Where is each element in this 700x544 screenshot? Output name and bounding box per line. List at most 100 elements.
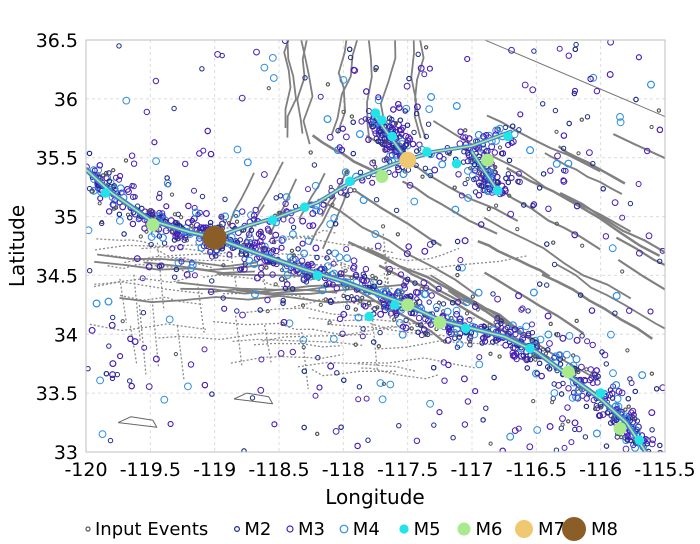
event-marker <box>299 217 307 225</box>
event-marker <box>106 170 112 176</box>
event-marker <box>566 419 571 424</box>
event-marker <box>533 426 542 434</box>
event-marker <box>91 167 98 174</box>
event-marker <box>177 243 184 251</box>
m5-event-marker <box>503 131 513 142</box>
event-marker <box>318 265 325 272</box>
event-marker <box>357 169 364 176</box>
event-marker <box>172 212 177 217</box>
event-marker <box>334 370 340 376</box>
event-marker <box>145 263 153 271</box>
event-marker <box>649 124 654 130</box>
event-marker <box>465 176 470 182</box>
event-marker <box>584 338 591 345</box>
event-marker <box>352 188 357 193</box>
event-marker <box>410 197 419 206</box>
x-tick-label: -120 <box>64 459 107 481</box>
event-marker <box>579 387 584 392</box>
event-marker <box>298 257 306 265</box>
event-marker <box>332 221 339 227</box>
event-marker <box>589 341 596 349</box>
event-marker <box>445 361 452 369</box>
event-marker <box>196 150 203 157</box>
event-marker <box>396 288 405 297</box>
event-marker <box>340 311 348 318</box>
event-marker <box>547 167 554 174</box>
event-marker <box>392 317 397 322</box>
event-marker <box>551 381 557 387</box>
event-marker <box>345 295 351 301</box>
event-marker <box>109 371 116 379</box>
event-marker <box>390 106 397 113</box>
fault-line <box>143 261 305 272</box>
fault-line <box>366 247 468 307</box>
m6-event-marker <box>613 422 627 435</box>
event-marker <box>395 232 400 237</box>
x-tick-label: -115.5 <box>634 459 695 481</box>
event-marker <box>336 177 344 185</box>
event-marker <box>532 354 537 359</box>
event-marker <box>536 335 545 344</box>
event-marker <box>571 419 579 427</box>
event-marker <box>492 126 501 135</box>
event-marker <box>284 281 291 288</box>
event-marker <box>195 211 201 218</box>
event-marker <box>554 152 561 160</box>
y-tick-label: 33.5 <box>36 383 78 405</box>
event-marker <box>426 65 433 72</box>
event-marker <box>494 203 499 208</box>
fault-line <box>300 40 314 145</box>
x-tick-label: -117 <box>450 459 493 481</box>
event-marker <box>502 341 510 349</box>
event-marker <box>511 352 518 360</box>
event-marker <box>593 429 601 438</box>
event-marker <box>413 437 421 444</box>
event-marker <box>351 67 359 74</box>
event-marker <box>508 174 515 181</box>
fault-line <box>286 40 297 138</box>
event-marker <box>109 201 117 208</box>
event-marker <box>171 105 177 112</box>
event-marker <box>556 45 563 52</box>
event-marker <box>247 211 255 220</box>
event-marker <box>461 421 469 428</box>
event-marker <box>647 80 655 89</box>
event-marker <box>564 404 571 411</box>
event-marker <box>375 138 381 145</box>
plot-frame <box>85 39 666 453</box>
event-marker <box>404 122 411 128</box>
x-tick-label: -118.5 <box>248 459 309 481</box>
event-marker <box>301 345 306 350</box>
event-marker <box>511 326 519 333</box>
fault-line <box>383 247 460 262</box>
event-marker <box>551 352 560 361</box>
event-marker <box>384 140 389 145</box>
event-marker <box>582 434 589 440</box>
fault-line <box>216 273 378 281</box>
event-marker <box>478 221 485 228</box>
event-marker <box>386 265 394 273</box>
event-marker <box>302 75 308 81</box>
event-marker <box>127 335 134 342</box>
fault-line <box>95 243 220 251</box>
event-marker <box>599 404 604 409</box>
event-marker <box>185 219 192 227</box>
event-marker <box>635 423 642 431</box>
event-marker <box>169 245 176 252</box>
fault-line <box>612 133 665 160</box>
event-marker <box>289 248 295 253</box>
event-marker <box>358 299 363 304</box>
event-marker <box>335 253 344 262</box>
event-marker <box>480 334 488 342</box>
event-marker <box>452 102 461 110</box>
event-marker <box>552 160 561 168</box>
event-marker <box>402 324 410 332</box>
event-marker <box>311 181 320 190</box>
event-marker <box>350 296 357 303</box>
event-marker <box>362 303 369 310</box>
m6-legend-marker <box>457 522 471 536</box>
event-marker <box>629 407 637 415</box>
event-marker <box>257 228 264 235</box>
event-marker <box>156 194 163 201</box>
event-marker <box>560 380 566 387</box>
